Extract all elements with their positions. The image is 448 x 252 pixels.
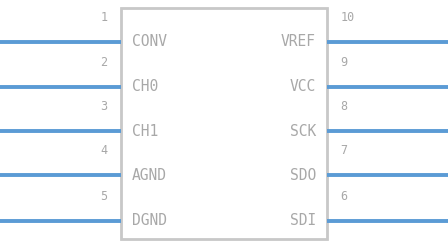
Text: AGND: AGND bbox=[132, 168, 167, 183]
Text: 10: 10 bbox=[340, 11, 355, 24]
Text: VREF: VREF bbox=[281, 34, 316, 49]
Text: 7: 7 bbox=[340, 144, 348, 158]
Text: 2: 2 bbox=[100, 56, 108, 69]
Text: DGND: DGND bbox=[132, 213, 167, 228]
Text: 5: 5 bbox=[100, 190, 108, 203]
Bar bbox=[121, 8, 327, 239]
Text: SCK: SCK bbox=[289, 123, 316, 139]
Text: 8: 8 bbox=[340, 100, 348, 113]
Text: CH1: CH1 bbox=[132, 123, 159, 139]
Text: 3: 3 bbox=[100, 100, 108, 113]
Text: 4: 4 bbox=[100, 144, 108, 158]
Text: CONV: CONV bbox=[132, 34, 167, 49]
Text: 9: 9 bbox=[340, 56, 348, 69]
Text: 6: 6 bbox=[340, 190, 348, 203]
Text: CH0: CH0 bbox=[132, 79, 159, 94]
Text: SDO: SDO bbox=[289, 168, 316, 183]
Text: SDI: SDI bbox=[289, 213, 316, 228]
Text: VCC: VCC bbox=[289, 79, 316, 94]
Text: 1: 1 bbox=[100, 11, 108, 24]
